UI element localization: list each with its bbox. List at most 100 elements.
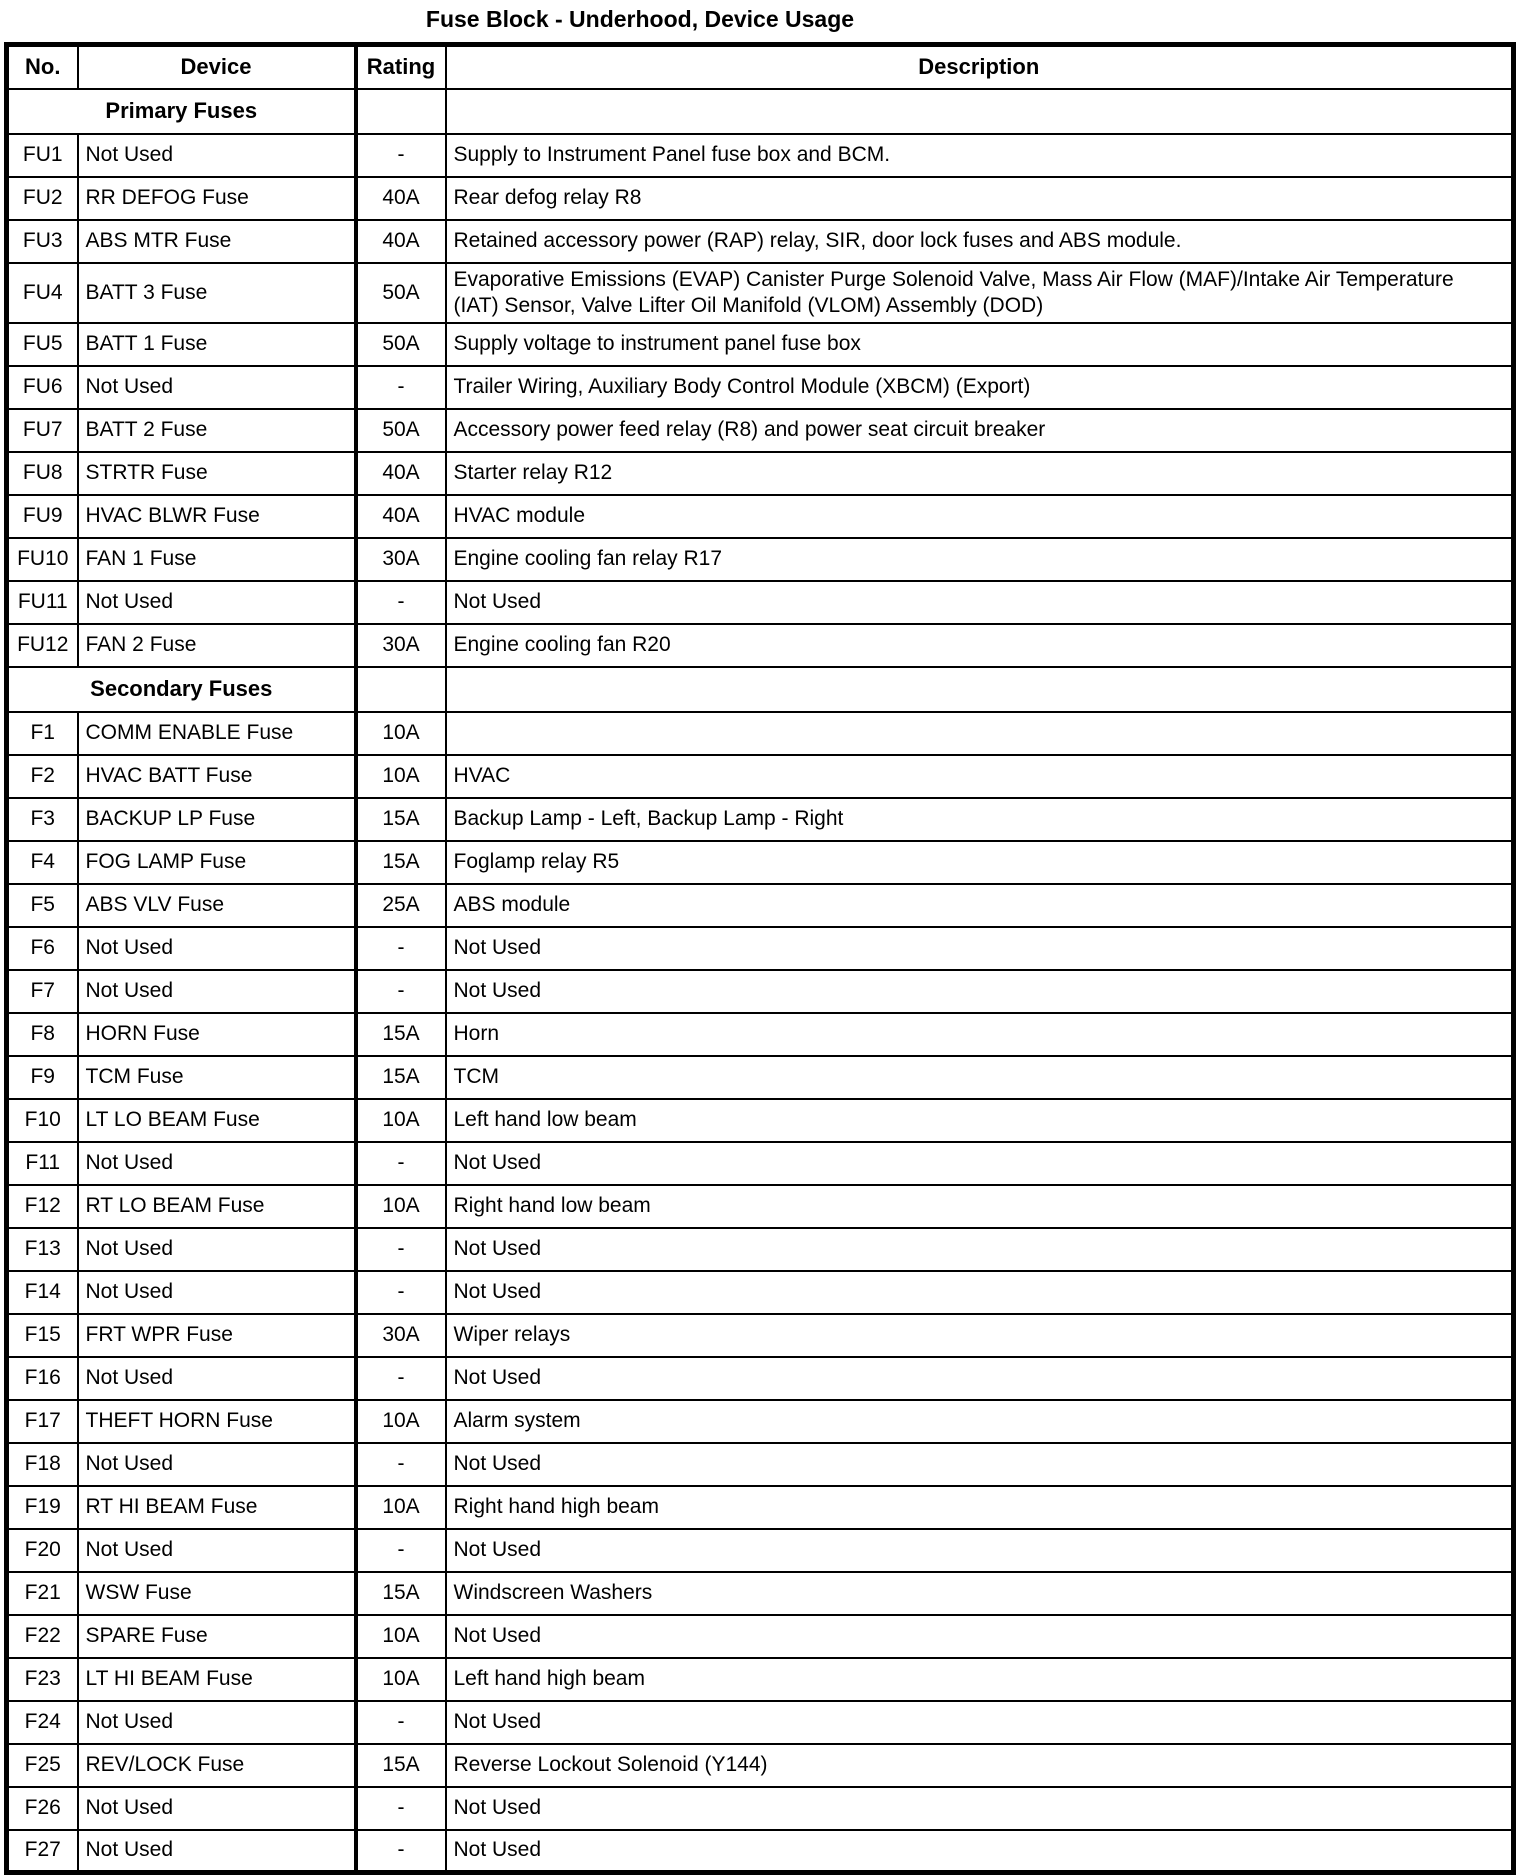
table-row: F17 THEFT HORN Fuse 10A Alarm system <box>5 1398 1515 1444</box>
rating-cell: 15A <box>354 839 447 885</box>
fuse-no-cell: F1 <box>5 710 79 756</box>
description-cell: Alarm system <box>444 1398 1515 1444</box>
description-cell: Supply voltage to instrument panel fuse … <box>444 321 1515 367</box>
table-row: F12 RT LO BEAM Fuse 10A Right hand low beam <box>5 1183 1515 1229</box>
table-row: F25 REV/LOCK Fuse 15A Reverse Lockout Solen… <box>5 1742 1515 1788</box>
description-cell: Not Used <box>444 1355 1515 1401</box>
table-row: FU10 FAN 1 Fuse 30A Engine cooling fan rela… <box>5 536 1515 582</box>
header-row: No. Device Rating Description <box>5 43 1515 90</box>
rating-cell: - <box>354 1441 447 1487</box>
description-cell: TCM <box>444 1054 1515 1100</box>
fuse-no-cell: F7 <box>5 968 79 1014</box>
table-row: F20 Not Used - Not Used <box>5 1527 1515 1573</box>
table-row: F11 Not Used - Not Used <box>5 1140 1515 1186</box>
fuse-no-cell: F14 <box>5 1269 79 1315</box>
fuse-no-cell: FU8 <box>5 450 79 496</box>
rating-cell: 30A <box>354 1312 447 1358</box>
description-cell: Right hand high beam <box>444 1484 1515 1530</box>
table-row: F7 Not Used - Not Used <box>5 968 1515 1014</box>
device-cell: LT LO BEAM Fuse <box>76 1097 358 1143</box>
device-cell: HVAC BATT Fuse <box>76 753 358 799</box>
fuse-no-cell: FU6 <box>5 364 79 410</box>
device-cell: FRT WPR Fuse <box>76 1312 358 1358</box>
description-cell: Not Used <box>444 968 1515 1014</box>
table-row: F3 BACKUP LP Fuse 15A Backup Lamp - Left, B… <box>5 796 1515 842</box>
rating-cell: 15A <box>354 1054 447 1100</box>
rating-cell: 15A <box>354 796 447 842</box>
rating-cell: - <box>354 968 447 1014</box>
fuse-no-cell: FU5 <box>5 321 79 367</box>
table-row: F9 TCM Fuse 15A TCM <box>5 1054 1515 1100</box>
table-row: FU1 Not Used - Supply to Instrument Panel f… <box>5 132 1515 178</box>
rating-cell: 10A <box>354 710 447 756</box>
fuse-no-cell: FU10 <box>5 536 79 582</box>
fuse-no-cell: F24 <box>5 1699 79 1745</box>
rating-cell: - <box>354 925 447 971</box>
fuse-no-cell: F10 <box>5 1097 79 1143</box>
description-cell: Not Used <box>444 1527 1515 1573</box>
device-cell: HORN Fuse <box>76 1011 358 1057</box>
fuse-no-cell: F21 <box>5 1570 79 1616</box>
rating-cell: 50A <box>354 261 447 324</box>
description-cell: Retained accessory power (RAP) relay, SI… <box>444 218 1515 264</box>
rating-cell: 10A <box>354 1484 447 1530</box>
description-cell: Backup Lamp - Left, Backup Lamp - Right <box>444 796 1515 842</box>
description-cell: Not Used <box>444 1441 1515 1487</box>
description-cell: HVAC module <box>444 493 1515 539</box>
section-header-row: Primary Fuses <box>5 87 1515 135</box>
table-row: F15 FRT WPR Fuse 30A Wiper relays <box>5 1312 1515 1358</box>
rating-cell: - <box>354 1355 447 1401</box>
device-cell: RT LO BEAM Fuse <box>76 1183 358 1229</box>
description-cell: Not Used <box>444 925 1515 971</box>
rating-cell: 40A <box>354 175 447 221</box>
fuse-no-cell: F19 <box>5 1484 79 1530</box>
description-cell: Wiper relays <box>444 1312 1515 1358</box>
fuse-no-cell: F22 <box>5 1613 79 1659</box>
table-row: FU3 ABS MTR Fuse 40A Retained accessory pow… <box>5 218 1515 264</box>
fuse-no-cell: F5 <box>5 882 79 928</box>
rating-cell: 40A <box>354 493 447 539</box>
fuse-no-cell: FU2 <box>5 175 79 221</box>
rating-cell: 10A <box>354 1097 447 1143</box>
fuse-no-cell: F6 <box>5 925 79 971</box>
rating-cell: - <box>354 1828 447 1874</box>
fuse-no-cell: F12 <box>5 1183 79 1229</box>
table-row: FU12 FAN 2 Fuse 30A Engine cooling fan R20 <box>5 622 1515 668</box>
fuse-no-cell: F23 <box>5 1656 79 1702</box>
device-cell: Not Used <box>76 132 358 178</box>
rating-cell: 15A <box>354 1742 447 1788</box>
device-cell: COMM ENABLE Fuse <box>76 710 358 756</box>
description-cell: Rear defog relay R8 <box>444 175 1515 221</box>
description-cell: Left hand high beam <box>444 1656 1515 1702</box>
fuse-no-cell: FU1 <box>5 132 79 178</box>
rating-cell: 10A <box>354 753 447 799</box>
description-cell: Not Used <box>444 1613 1515 1659</box>
rating-cell: 15A <box>354 1011 447 1057</box>
device-cell: Not Used <box>76 1355 358 1401</box>
description-cell: Horn <box>444 1011 1515 1057</box>
section-header-row: Secondary Fuses <box>5 665 1515 713</box>
device-cell: HVAC BLWR Fuse <box>76 493 358 539</box>
device-cell: BATT 3 Fuse <box>76 261 358 324</box>
fuse-no-cell: F26 <box>5 1785 79 1831</box>
table-row: F1 COMM ENABLE Fuse 10A <box>5 710 1515 756</box>
section-label: Primary Fuses <box>5 87 358 135</box>
table-row: F21 WSW Fuse 15A Windscreen Washers <box>5 1570 1515 1616</box>
rating-cell: 25A <box>354 882 447 928</box>
device-cell: Not Used <box>76 1699 358 1745</box>
table-row: F8 HORN Fuse 15A Horn <box>5 1011 1515 1057</box>
rating-cell: 10A <box>354 1613 447 1659</box>
description-cell: Evaporative Emissions (EVAP) Canister Pu… <box>444 261 1515 324</box>
rating-cell: 40A <box>354 218 447 264</box>
device-cell: FAN 2 Fuse <box>76 622 358 668</box>
fuse-no-cell: F3 <box>5 796 79 842</box>
fuse-no-cell: FU7 <box>5 407 79 453</box>
table-row: FU7 BATT 2 Fuse 50A Accessory power feed re… <box>5 407 1515 453</box>
description-cell: Supply to Instrument Panel fuse box and … <box>444 132 1515 178</box>
rating-cell: 50A <box>354 407 447 453</box>
device-cell: BATT 1 Fuse <box>76 321 358 367</box>
rating-cell: 15A <box>354 1570 447 1616</box>
rating-cell: - <box>354 1699 447 1745</box>
rating-cell: - <box>354 1226 447 1272</box>
device-cell: REV/LOCK Fuse <box>76 1742 358 1788</box>
